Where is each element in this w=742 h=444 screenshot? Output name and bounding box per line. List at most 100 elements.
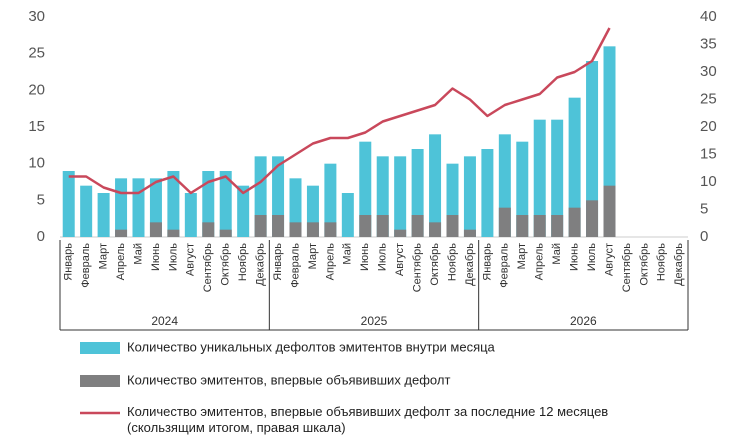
bar xyxy=(115,178,128,237)
x-tick-label: Октябрь xyxy=(429,243,441,286)
bar xyxy=(115,229,128,237)
x-tick-label: Ноябрь xyxy=(446,243,458,281)
bar xyxy=(62,171,75,237)
legend-swatch xyxy=(80,375,120,387)
bar xyxy=(184,193,197,237)
x-tick-label: Июль xyxy=(167,243,179,271)
y-tick-label: 15 xyxy=(28,118,45,135)
y2-tick-label: 30 xyxy=(700,63,717,80)
x-tick-label: Март xyxy=(307,243,319,269)
x-tick-label: Октябрь xyxy=(638,243,650,286)
legend-label: Количество эмитентов, впервые объявивших… xyxy=(127,404,608,435)
x-tick-label: Апрель xyxy=(324,243,336,281)
y2-tick-label: 20 xyxy=(700,118,717,135)
bar xyxy=(429,222,442,237)
y2-tick-label: 15 xyxy=(700,145,717,162)
x-tick-label: Июнь xyxy=(150,243,162,271)
bar xyxy=(132,178,145,237)
bar xyxy=(376,215,389,237)
x-tick-label: Сентябрь xyxy=(621,243,633,293)
year-label: 2026 xyxy=(570,314,597,328)
x-tick-label: Июль xyxy=(377,243,389,271)
x-tick-label: Декабрь xyxy=(464,243,476,286)
x-tick-label: Февраль xyxy=(499,243,511,288)
x-tick-label: Апрель xyxy=(534,243,546,281)
bar xyxy=(324,163,337,237)
bar xyxy=(359,141,372,237)
bar xyxy=(202,222,215,237)
x-tick-label: Апрель xyxy=(115,243,127,281)
y2-tick-label: 10 xyxy=(700,173,717,190)
bar xyxy=(533,215,546,237)
y2-tick-label: 0 xyxy=(700,228,708,245)
bar xyxy=(394,229,407,237)
x-tick-label: Январь xyxy=(63,243,75,281)
bar xyxy=(359,215,372,237)
x-tick-label: Август xyxy=(394,243,406,276)
bar xyxy=(446,215,459,237)
bar xyxy=(254,215,267,237)
x-tick-label: Март xyxy=(516,243,528,269)
x-tick-label: Август xyxy=(603,243,615,276)
x-tick-label: Февраль xyxy=(289,243,301,288)
bar xyxy=(516,215,529,237)
y-tick-label: 25 xyxy=(28,45,45,62)
bar xyxy=(306,222,319,237)
x-tick-label: Март xyxy=(98,243,110,269)
legend-line: (скользящим итогом, правая шкала) xyxy=(127,420,346,435)
bar xyxy=(97,193,110,237)
x-tick-label: Май xyxy=(342,243,354,265)
x-tick-label: Январь xyxy=(272,243,284,281)
bar xyxy=(516,141,529,237)
x-tick-label: Февраль xyxy=(80,243,92,288)
bar xyxy=(219,171,232,237)
x-tick-label: Декабрь xyxy=(673,243,685,286)
y2-tick-label: 35 xyxy=(700,35,717,52)
bar xyxy=(289,222,302,237)
y-tick-label: 10 xyxy=(28,155,45,172)
x-tick-label: Май xyxy=(132,243,144,265)
legend-label: Количество эмитентов, впервые объявивших… xyxy=(127,372,450,387)
bar xyxy=(394,156,407,237)
x-tick-label: Январь xyxy=(481,243,493,281)
year-label: 2024 xyxy=(151,314,178,328)
bar xyxy=(341,193,354,237)
x-tick-label: Август xyxy=(185,243,197,276)
bar xyxy=(80,185,93,237)
x-tick-label: Ноябрь xyxy=(656,243,668,281)
bar xyxy=(149,222,162,237)
bar xyxy=(551,119,564,237)
bar xyxy=(586,61,599,237)
bar xyxy=(463,156,476,237)
bar xyxy=(603,185,616,237)
bar xyxy=(411,215,424,237)
x-tick-label: Июнь xyxy=(359,243,371,271)
bar xyxy=(533,119,546,237)
legend-label: Количество уникальных дефолтов эмитентов… xyxy=(127,339,496,354)
y-tick-label: 20 xyxy=(28,81,45,98)
year-label: 2025 xyxy=(361,314,388,328)
x-tick-label: Сентябрь xyxy=(412,243,424,293)
bar xyxy=(202,171,215,237)
x-tick-label: Ноябрь xyxy=(237,243,249,281)
bar xyxy=(429,134,442,237)
bar xyxy=(237,185,250,237)
y-tick-label: 30 xyxy=(28,8,45,25)
x-tick-label: Октябрь xyxy=(220,243,232,286)
bar xyxy=(167,229,180,237)
x-tick-label: Июль xyxy=(586,243,598,271)
bar xyxy=(568,207,581,237)
y2-tick-label: 5 xyxy=(700,200,708,217)
legend-line: Количество эмитентов, впервые объявивших… xyxy=(127,404,608,419)
x-tick-label: Май xyxy=(551,243,563,265)
x-tick-label: Декабрь xyxy=(255,243,267,286)
y-tick-label: 5 xyxy=(37,191,45,208)
bar xyxy=(324,222,337,237)
y2-tick-label: 25 xyxy=(700,90,717,107)
bar xyxy=(568,97,581,238)
bar xyxy=(167,171,180,237)
bar xyxy=(481,149,494,237)
bar xyxy=(272,215,285,237)
bar xyxy=(586,200,599,237)
bar xyxy=(551,215,564,237)
